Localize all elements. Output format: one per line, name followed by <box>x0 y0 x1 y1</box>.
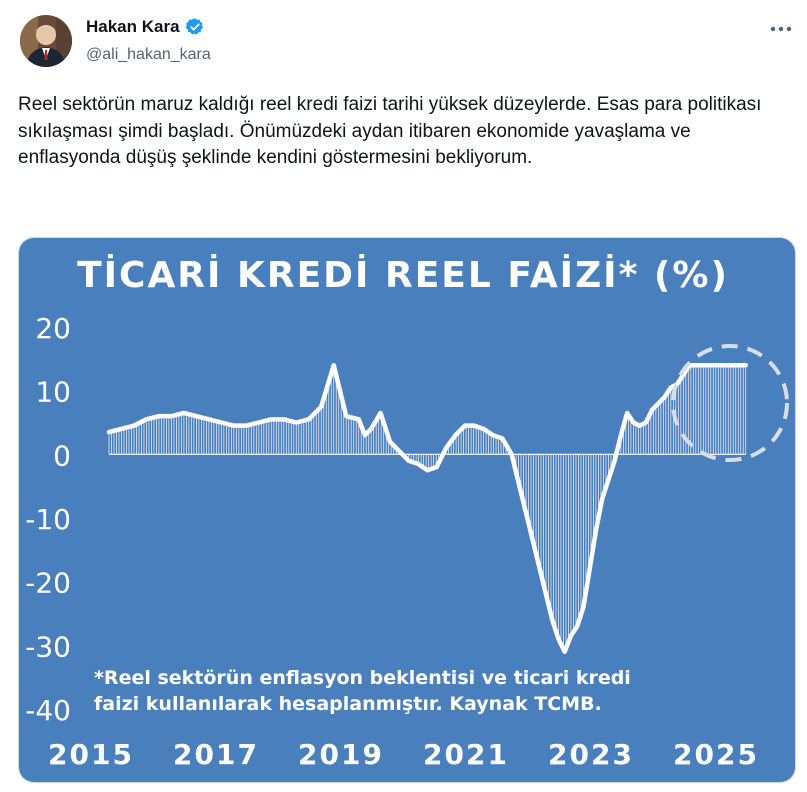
x-tick-label: 2019 <box>298 738 384 771</box>
y-axis-ticks: 20 10 0 -10 -20 -30 -40 <box>25 312 71 727</box>
author-name[interactable]: Hakan Kara <box>86 17 180 36</box>
x-tick-label: 2021 <box>423 738 509 771</box>
interest-rate-chart: TİCARİ KREDİ REEL FAİZİ* (%) 20 10 0 -10 -20… <box>19 238 795 782</box>
x-tick-label: 2015 <box>48 738 134 771</box>
more-dots-icon <box>770 26 792 32</box>
tweet-text: Reel sektörün maruz kaldığı reel kredi f… <box>18 94 767 168</box>
author-handle[interactable]: @ali_hakan_kara <box>86 46 211 63</box>
author-name-row[interactable]: Hakan Kara <box>86 17 205 37</box>
y-tick-label: 10 <box>35 376 71 409</box>
y-tick-label: -40 <box>25 694 71 727</box>
verified-badge-icon <box>185 18 203 35</box>
chart-background <box>19 238 795 782</box>
x-axis-ticks: 2015 2017 2019 2021 2023 2025 <box>48 738 759 771</box>
y-tick-label: -10 <box>25 503 71 536</box>
chart-footnote-line1: *Reel sektörün enflasyon beklentisi ve t… <box>94 667 631 689</box>
author-avatar[interactable] <box>20 15 72 67</box>
series-line <box>106 362 749 654</box>
highlight-circle <box>671 344 789 462</box>
tweet-image[interactable]: TİCARİ KREDİ REEL FAİZİ* (%) 20 10 0 -10 -20… <box>18 237 796 783</box>
x-tick-label: 2025 <box>673 738 759 771</box>
y-tick-label: -20 <box>25 567 71 600</box>
person-avatar-icon <box>20 15 72 67</box>
more-options-button[interactable] <box>764 14 798 44</box>
y-tick-label: 0 <box>53 439 71 472</box>
y-tick-label: -30 <box>25 630 71 663</box>
x-tick-label: 2017 <box>173 738 259 771</box>
chart-title: TİCARİ KREDİ REEL FAİZİ* (%) <box>77 254 729 296</box>
chart-footnote-line2: faizi kullanılarak hesaplanmıştır. Kayna… <box>94 693 602 715</box>
x-tick-label: 2023 <box>548 738 634 771</box>
y-tick-label: 20 <box>35 312 71 345</box>
area-fill-bars <box>108 365 747 650</box>
